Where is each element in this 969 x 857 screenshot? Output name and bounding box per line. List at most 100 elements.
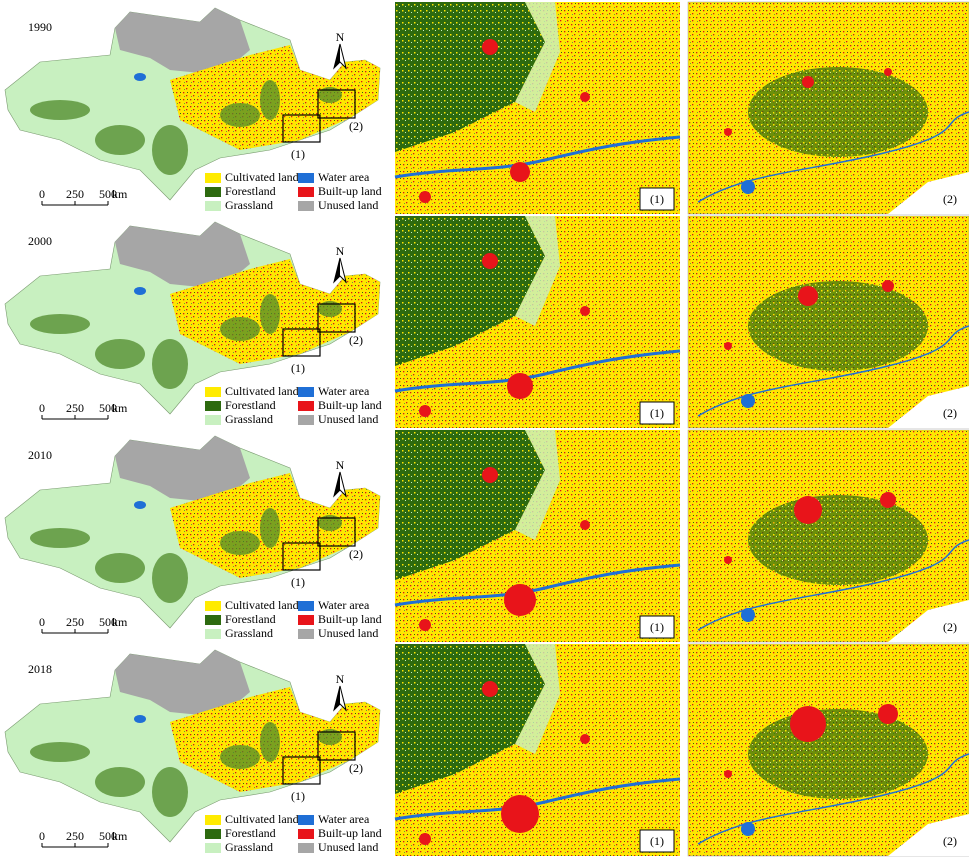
legend-label: Forestland (225, 612, 276, 626)
water (741, 822, 755, 836)
legend-label: Unused land (318, 412, 378, 426)
row: (1) (2) 1990 N Cultivated land Water area Fore… (4, 1, 969, 215)
region-forest (260, 508, 280, 548)
legend-label: Built-up land (318, 826, 382, 840)
inset-label: (2) (943, 406, 957, 420)
zoom-box (317, 731, 356, 761)
region-forest (30, 314, 90, 334)
north-arrow-half (334, 258, 340, 282)
legend-swatch (205, 173, 221, 183)
legend-swatch (298, 815, 314, 825)
inset-label: (1) (650, 620, 664, 634)
legend-label: Water area (318, 598, 370, 612)
legend-swatch (205, 615, 221, 625)
built-up (878, 704, 898, 724)
scale-unit: km (112, 187, 128, 201)
region-forest (220, 103, 260, 127)
region-forest (260, 294, 280, 334)
built-up (724, 342, 732, 350)
region-unused (115, 222, 250, 289)
forest-area (395, 430, 545, 580)
built-up (724, 770, 732, 778)
built-up (790, 706, 826, 742)
box-label: (1) (291, 575, 305, 589)
region-forest (95, 553, 145, 583)
legend-swatch (298, 387, 314, 397)
legend-swatch (298, 843, 314, 853)
inset-label: (1) (650, 834, 664, 848)
north-arrow-half (334, 686, 340, 710)
region-forest (30, 742, 90, 762)
legend-label: Unused land (318, 198, 378, 212)
river (394, 349, 681, 393)
scale-label: 500 (99, 829, 117, 843)
scale-label: 0 (39, 401, 45, 415)
built-up (724, 128, 732, 136)
built-up (724, 556, 732, 564)
year-label: 2018 (28, 662, 52, 676)
legend-label: Water area (318, 170, 370, 184)
legend-swatch (205, 387, 221, 397)
white-corner (888, 386, 969, 428)
region-forest (30, 100, 90, 120)
built-up (501, 795, 539, 833)
white-corner (888, 814, 969, 856)
river (394, 777, 681, 821)
water (134, 287, 146, 295)
legend-swatch (298, 615, 314, 625)
legend-swatch (298, 201, 314, 211)
north-label: N (336, 244, 345, 258)
legend-label: Forestland (225, 826, 276, 840)
river (394, 135, 681, 179)
inset-label: (1) (650, 192, 664, 206)
legend-swatch (205, 629, 221, 639)
row: (1) (2) 2018 N Cultivated land Water area Fore… (4, 643, 969, 857)
built-up (482, 467, 498, 483)
row: (1) (2) 2010 N Cultivated land Water area Fore… (4, 429, 969, 643)
box-label: (2) (349, 333, 363, 347)
scale-label: 250 (66, 187, 84, 201)
legend-swatch (205, 843, 221, 853)
inset-2: (2) (687, 215, 969, 429)
scale-label: 250 (66, 615, 84, 629)
built-up (580, 734, 590, 744)
region-forest (220, 531, 260, 555)
region-forest (152, 767, 188, 817)
legend-label: Cultivated land (225, 598, 299, 612)
region-forest (318, 729, 342, 745)
region-forest (95, 767, 145, 797)
scale-label: 250 (66, 401, 84, 415)
legend-swatch (205, 401, 221, 411)
built-up (419, 191, 431, 203)
inset-2: (2) (687, 429, 969, 643)
region-forest (152, 339, 188, 389)
forest-area (748, 67, 928, 157)
legend-swatch (205, 201, 221, 211)
built-up (419, 833, 431, 845)
box-label: (1) (291, 789, 305, 803)
inset-label: (1) (650, 406, 664, 420)
legend-label: Cultivated land (225, 384, 299, 398)
white-corner (888, 600, 969, 642)
built-up (504, 584, 536, 616)
box-label: (1) (291, 361, 305, 375)
inset-label: (2) (943, 620, 957, 634)
water (134, 73, 146, 81)
region-unused (115, 8, 250, 75)
scale-label: 0 (39, 187, 45, 201)
river (394, 563, 681, 607)
forest-area (395, 2, 545, 152)
zoom-box (317, 517, 356, 547)
row: (1) (2) 2000 N Cultivated land Water area Fore… (4, 215, 969, 429)
region-forest (318, 87, 342, 103)
grass-area (515, 644, 560, 754)
scale-label: 0 (39, 829, 45, 843)
built-up (482, 681, 498, 697)
region-forest (318, 515, 342, 531)
scale-unit: km (112, 401, 128, 415)
legend-label: Built-up land (318, 398, 382, 412)
year-label: 2010 (28, 448, 52, 462)
inset-label: (2) (943, 192, 957, 206)
box-label: (2) (349, 547, 363, 561)
